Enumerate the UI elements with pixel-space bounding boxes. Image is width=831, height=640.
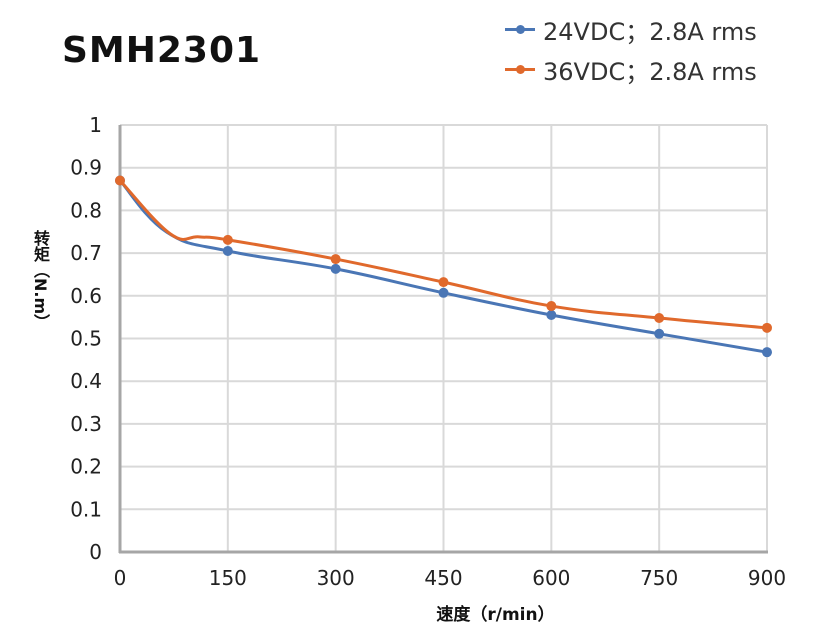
data-point [115, 175, 125, 186]
data-point [546, 310, 557, 321]
data-point [546, 301, 557, 312]
x-tick-label: 300 [317, 566, 355, 590]
chart-title: SMH2301 [62, 30, 262, 71]
x-tick-label: 750 [640, 566, 678, 590]
legend-item-36vdc: 36VDC；2.8A rms [505, 52, 757, 87]
y-tick-label: 0.8 [70, 198, 102, 222]
legend-marker-icon [505, 65, 535, 74]
y-tick-label: 0.7 [70, 241, 102, 265]
legend-label: 24VDC；2.8A rms [543, 18, 757, 46]
y-tick-label: 0.9 [70, 156, 102, 180]
data-point [762, 322, 772, 333]
data-point [330, 254, 341, 265]
y-tick-label: 0.6 [70, 284, 102, 308]
data-point [222, 234, 233, 245]
y-tick-label: 0.5 [70, 327, 102, 351]
data-point [222, 245, 233, 256]
y-tick-label: 0.1 [70, 497, 102, 521]
x-tick-label: 450 [424, 566, 462, 590]
x-axis-label: 速度（r/min） [436, 605, 555, 625]
data-point [654, 313, 665, 324]
legend-item-24vdc: 24VDC；2.8A rms [505, 12, 757, 47]
data-point [654, 328, 665, 339]
data-point [762, 347, 772, 358]
y-tick-label: 1 [89, 113, 102, 137]
legend-marker-icon [505, 25, 535, 34]
legend-label: 36VDC；2.8A rms [543, 58, 757, 86]
y-tick-label: 0 [89, 540, 102, 564]
y-tick-label: 0.2 [70, 455, 102, 479]
x-tick-label: 600 [532, 566, 570, 590]
y-tick-label: 0.4 [70, 369, 102, 393]
x-tick-label: 900 [748, 566, 786, 590]
data-point [438, 287, 449, 298]
x-tick-label: 150 [209, 566, 247, 590]
x-tick-label: 0 [114, 566, 127, 590]
y-axis-label: 转矩（N.m） [31, 230, 50, 331]
y-tick-label: 0.3 [70, 412, 102, 436]
data-point [330, 263, 341, 274]
data-point [438, 277, 449, 288]
series-line-1 [118, 179, 768, 330]
